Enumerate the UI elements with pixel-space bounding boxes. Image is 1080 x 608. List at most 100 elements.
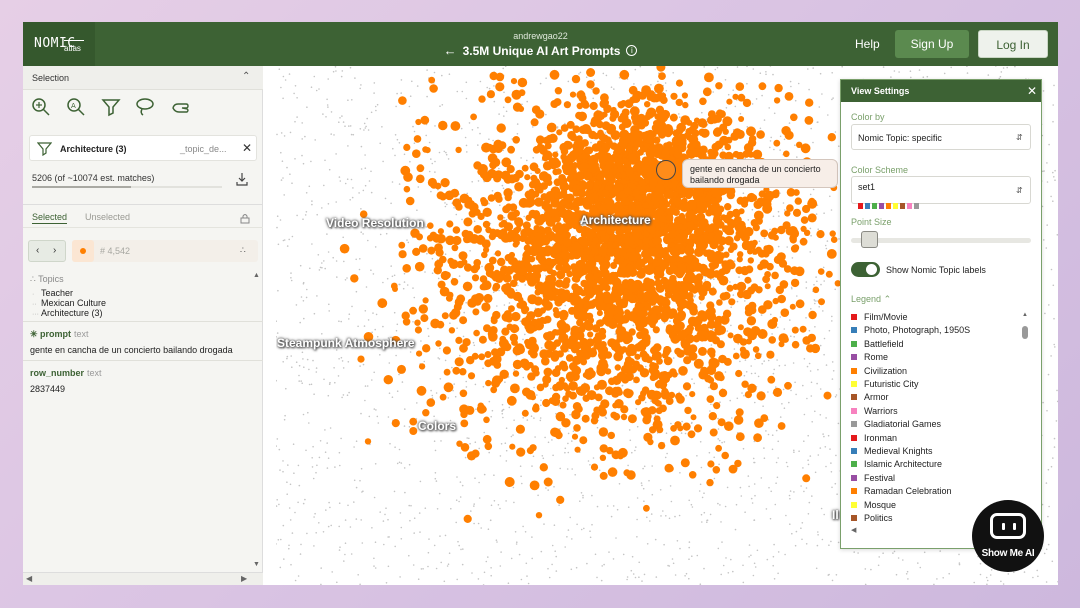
background-point xyxy=(789,523,791,525)
selected-point xyxy=(483,246,490,253)
selected-point xyxy=(607,431,615,440)
background-point xyxy=(493,474,495,477)
selected-point xyxy=(682,382,692,391)
background-point xyxy=(373,371,375,374)
background-point xyxy=(1042,170,1044,173)
scroll-down-icon[interactable]: ▼ xyxy=(253,561,260,568)
background-point xyxy=(277,289,279,292)
background-point xyxy=(408,463,411,466)
background-point xyxy=(816,300,818,302)
scroll-left-icon[interactable]: ◀ xyxy=(26,574,33,583)
selected-point xyxy=(543,477,553,487)
background-point xyxy=(292,443,295,446)
background-point xyxy=(1043,552,1046,555)
help-link[interactable]: Help xyxy=(855,37,880,51)
selected-point xyxy=(544,340,554,350)
background-point xyxy=(551,544,554,547)
selected-point xyxy=(670,92,678,100)
background-point xyxy=(276,505,278,507)
background-point xyxy=(373,496,376,499)
selected-point xyxy=(533,210,540,217)
background-point xyxy=(763,457,766,460)
lock-icon[interactable] xyxy=(240,211,250,224)
arrow-left-icon[interactable]: ← xyxy=(443,43,457,59)
log-in-button[interactable]: Log In xyxy=(978,30,1048,58)
background-point xyxy=(344,125,346,127)
background-point xyxy=(339,546,341,548)
nomic-atlas-logo[interactable]: NOMIC atlas xyxy=(23,22,95,66)
lasso-zoom-icon[interactable] xyxy=(30,96,52,118)
background-point xyxy=(316,213,318,216)
background-point xyxy=(305,296,308,299)
selected-point xyxy=(459,343,468,353)
sign-up-button[interactable]: Sign Up xyxy=(895,30,969,58)
background-point xyxy=(769,228,771,231)
scatter-icon[interactable]: ∴ xyxy=(240,245,246,255)
dataset-owner[interactable]: andrewgao22 xyxy=(513,31,568,41)
selected-point xyxy=(746,192,756,203)
chevron-right-icon[interactable]: › xyxy=(53,245,57,256)
download-icon[interactable] xyxy=(236,172,248,186)
scatter-plot[interactable] xyxy=(276,66,1058,585)
background-point xyxy=(1052,284,1055,287)
selected-point xyxy=(516,447,526,457)
background-point xyxy=(430,158,432,160)
filter-icon[interactable] xyxy=(100,96,122,118)
info-icon[interactable]: i xyxy=(626,45,638,57)
selected-point xyxy=(653,415,661,423)
background-point xyxy=(779,192,781,194)
background-point xyxy=(336,581,338,584)
background-point xyxy=(359,365,361,367)
background-point xyxy=(488,87,491,90)
background-point xyxy=(783,407,786,410)
selected-point xyxy=(560,124,569,132)
background-point xyxy=(834,288,836,291)
scroll-right-icon[interactable]: ▶ xyxy=(241,574,248,583)
filter-field: _topic_de... xyxy=(180,144,227,154)
selection-header[interactable]: Selection ⌃ xyxy=(23,66,263,90)
background-point xyxy=(378,224,380,226)
tab-selected[interactable]: Selected xyxy=(32,212,68,224)
background-point xyxy=(753,562,756,565)
scroll-up-icon[interactable]: ▲ xyxy=(253,272,260,279)
sidebar-horizontal-scrollbar[interactable]: ◀ ▶ xyxy=(23,572,263,585)
background-point xyxy=(631,555,634,558)
background-point xyxy=(797,82,800,85)
chevron-up-icon[interactable]: ⌃ xyxy=(242,71,251,82)
lasso-icon[interactable] xyxy=(134,96,156,118)
selected-point xyxy=(516,302,523,309)
selected-point xyxy=(687,430,696,439)
background-point xyxy=(474,477,476,480)
selected-point xyxy=(416,350,423,357)
selected-point xyxy=(624,390,633,399)
background-point xyxy=(832,97,834,99)
background-point xyxy=(388,392,391,395)
active-filter-card[interactable]: Architecture (3) _topic_de... ✕ xyxy=(29,135,257,161)
background-point xyxy=(499,565,502,567)
background-point xyxy=(520,475,522,478)
chevron-left-icon[interactable]: ‹ xyxy=(36,245,40,256)
background-point xyxy=(605,74,608,77)
hand-pointer-icon[interactable] xyxy=(170,96,192,118)
close-icon[interactable]: ✕ xyxy=(242,141,253,155)
background-point xyxy=(461,563,464,566)
search-text-icon[interactable]: A xyxy=(65,96,87,118)
background-point xyxy=(481,265,483,268)
background-point xyxy=(360,412,362,415)
background-point xyxy=(393,274,396,277)
tab-unselected[interactable]: Unselected xyxy=(85,212,131,222)
selected-point xyxy=(495,195,503,203)
background-point xyxy=(721,541,723,543)
background-point xyxy=(794,544,797,547)
selected-point xyxy=(481,280,492,291)
background-point xyxy=(717,438,719,440)
background-point xyxy=(447,397,450,399)
background-point xyxy=(434,160,436,163)
selected-point xyxy=(600,268,610,278)
background-point xyxy=(614,231,616,234)
background-point xyxy=(1043,239,1045,241)
background-point xyxy=(488,451,490,454)
selected-point xyxy=(509,333,519,343)
background-point xyxy=(373,82,376,84)
background-point xyxy=(1052,200,1054,202)
